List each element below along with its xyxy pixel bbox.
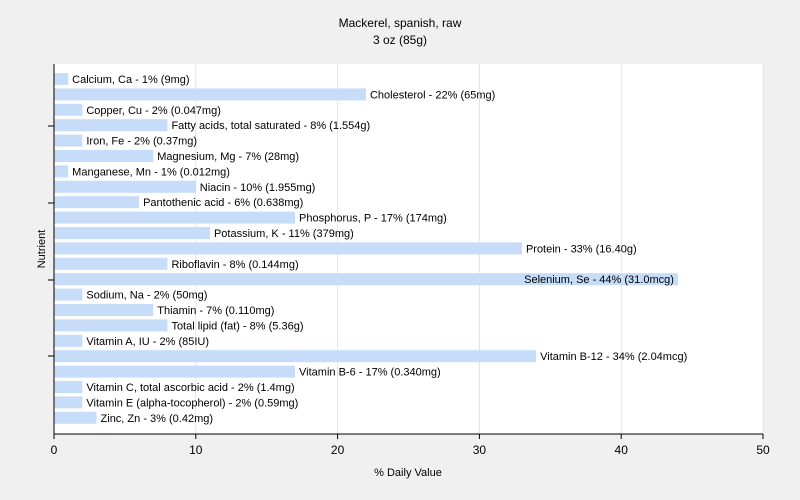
bars: Calcium, Ca - 1% (9mg) Cholesterol - 22% … [54,73,687,425]
bar-label: Phosphorus, P - 17% (174mg) [299,213,447,225]
bar-label: Fatty acids, total saturated - 8% (1.554… [171,120,370,132]
bar-label: Niacin - 10% (1.955mg) [200,182,316,194]
bar [54,304,154,316]
bar-label: Protein - 33% (16.40g) [526,243,637,255]
bar [54,150,154,162]
bar-label: Total lipid (fat) - 8% (5.36g) [171,320,303,332]
chart-title: Mackerel, spanish, raw [338,16,462,30]
bar [54,257,168,270]
x-tick-label: 50 [756,443,770,457]
y-axis-label: Nutrient [36,230,48,269]
bar-label: Vitamin B-6 - 17% (0.340mg) [299,367,441,379]
bar [54,180,196,193]
bar [54,119,168,132]
bar-label: Vitamin E (alpha-tocopherol) - 2% (0.59m… [86,397,298,409]
bar-label: Zinc, Zn - 3% (0.42mg) [101,413,213,425]
bar [54,411,97,424]
bar-label: Iron, Fe - 2% (0.37mg) [86,136,197,148]
bar [54,211,296,224]
bar-label: Vitamin A, IU - 2% (85IU) [86,336,209,348]
bar-label: Sodium, Na - 2% (50mg) [86,290,207,302]
bar [54,396,83,409]
axes: 0 10 20 30 40 50 [48,64,770,457]
bar [54,134,83,147]
bar [54,227,210,239]
x-tick-label: 20 [331,443,345,457]
bar-label: Vitamin C, total ascorbic acid - 2% (1.4… [86,382,294,394]
bar [54,242,522,255]
bar-label: Pantothenic acid - 6% (0.638mg) [143,197,303,209]
bar [54,273,678,286]
chart-subtitle: 3 oz (85g) [372,33,428,47]
x-axis-label: % Daily Value [374,467,442,479]
bar-label: Thiamin - 7% (0.110mg) [157,305,274,317]
bar [54,381,83,393]
bar [54,365,296,378]
bar-label: Calcium, Ca - 1% (9mg) [72,74,189,86]
x-tick-label: 30 [473,443,487,457]
bar-label: Selenium, Se - 44% (31.0mcg) [524,274,674,286]
bar [54,73,69,85]
bar-label: Cholesterol - 22% (65mg) [370,89,495,101]
x-tick-label: 0 [51,443,58,457]
bar [54,103,83,116]
bar [54,350,537,363]
bar-label: Magnesium, Mg - 7% (28mg) [157,151,299,163]
bar-label: Manganese, Mn - 1% (0.012mg) [72,166,230,178]
bar-label: Vitamin B-12 - 34% (2.04mcg) [540,351,687,363]
bar [54,334,83,347]
bar-label: Potassium, K - 11% (379mg) [214,228,354,240]
bar [54,319,168,332]
bar [54,288,83,301]
x-tick-label: 40 [615,443,629,457]
bar-label: Copper, Cu - 2% (0.047mg) [86,105,221,117]
bar [54,165,69,178]
bar-label: Riboflavin - 8% (0.144mg) [171,259,298,271]
bar [54,88,366,101]
bar [54,196,140,209]
x-tick-label: 10 [189,443,203,457]
